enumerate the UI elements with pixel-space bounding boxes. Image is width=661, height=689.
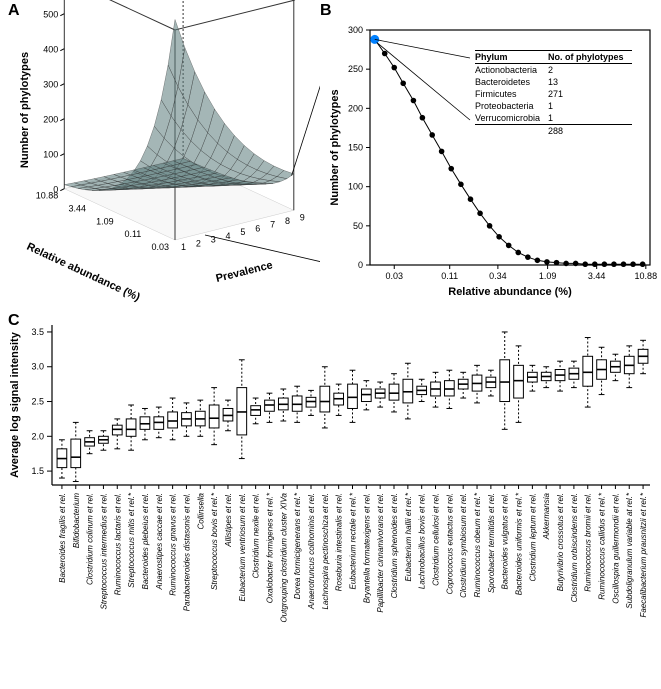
panel-c-chart: 1.5 2.0 2.5 3.0 3.5 Average log signal intens…: [0, 310, 661, 684]
svg-text:Outgrouping clostridium cluste: Outgrouping clostridium cluster XIVa: [279, 492, 288, 622]
svg-text:Clostridium nexile et rel.: Clostridium nexile et rel.: [252, 493, 261, 578]
svg-text:Clostridium symbiosum et rel.: Clostridium symbiosum et rel.: [459, 493, 468, 598]
svg-text:3.0: 3.0: [31, 362, 44, 372]
svg-text:0.11: 0.11: [441, 271, 458, 281]
svg-text:2.0: 2.0: [31, 431, 44, 441]
svg-text:Clostridium colinum et rel.: Clostridium colinum et rel.: [86, 493, 95, 585]
svg-text:Oxalobacter formigenes et rel.: Oxalobacter formigenes et rel.*: [265, 492, 274, 603]
svg-text:150: 150: [348, 143, 363, 153]
panel-a-chart: 01002003004005006000.030.111.093.4410.88…: [0, 0, 320, 310]
panel-c-label: C: [8, 312, 20, 330]
svg-text:200: 200: [43, 115, 58, 125]
svg-text:Parabacteroides distasonis et: Parabacteroides distasonis et rel.: [182, 493, 191, 611]
svg-text:Streptococcus bovis et rel.*: Streptococcus bovis et rel.*: [210, 492, 219, 590]
svg-text:300: 300: [43, 80, 58, 90]
svg-text:Relative abundance (%): Relative abundance (%): [448, 286, 572, 298]
panel-a-label: A: [8, 2, 20, 20]
svg-text:100: 100: [43, 150, 58, 160]
svg-text:Ruminococcus bromii et rel.: Ruminococcus bromii et rel.: [584, 493, 593, 592]
svg-text:6: 6: [255, 223, 260, 233]
svg-text:7: 7: [270, 220, 275, 230]
svg-text:8: 8: [285, 216, 290, 226]
svg-text:5: 5: [240, 227, 245, 237]
svg-text:Roseburia intestinalis et rel.: Roseburia intestinalis et rel.: [335, 493, 344, 591]
svg-text:3.44: 3.44: [68, 204, 86, 214]
svg-text:Prevalence: Prevalence: [215, 259, 274, 285]
svg-text:250: 250: [348, 64, 363, 74]
svg-text:2.5: 2.5: [31, 397, 44, 407]
svg-text:Eubacterium hallii et rel.*: Eubacterium hallii et rel.*: [404, 492, 413, 581]
svg-text:3: 3: [211, 235, 216, 245]
svg-text:Butyrivibrio crossotus et rel.: Butyrivibrio crossotus et rel.: [556, 493, 565, 591]
svg-text:Number of phylotypes: Number of phylotypes: [19, 52, 31, 168]
svg-text:Sporobacter termitidis et rel.: Sporobacter termitidis et rel.: [487, 493, 496, 593]
svg-text:Akkermansia: Akkermansia: [542, 492, 551, 540]
svg-text:Coprococcus eutactus et rel.: Coprococcus eutactus et rel.: [445, 493, 454, 594]
svg-text:3.5: 3.5: [31, 327, 44, 337]
svg-text:Eubacterium rectale et rel.*: Eubacterium rectale et rel.*: [349, 492, 358, 589]
svg-text:Bacteroides uniformis et rel.*: Bacteroides uniformis et rel.*: [515, 492, 524, 595]
panel-b-chart: 0.03 0.11 0.34 1.09 3.44 10.88 0 50 100 150 200 250…: [320, 0, 661, 310]
svg-text:Bifidobacterium: Bifidobacterium: [72, 493, 81, 548]
svg-text:Subdoligranulum variable at re: Subdoligranulum variable at rel.*: [625, 492, 634, 609]
svg-text:200: 200: [348, 103, 363, 113]
svg-text:100: 100: [348, 182, 363, 192]
svg-text:Anaerotruncus colihominis et r: Anaerotruncus colihominis et rel.: [307, 493, 316, 610]
svg-text:10.88: 10.88: [36, 191, 59, 201]
svg-text:Relative abundance (%): Relative abundance (%): [25, 241, 142, 304]
panel-c: C 1.5 2.0 2.5 3.0 3.5 Average log signal inte…: [0, 310, 661, 684]
svg-text:Eubacterium ventriosum et rel.: Eubacterium ventriosum et rel.: [238, 493, 247, 602]
svg-text:Bacteroides plebeius et rel.: Bacteroides plebeius et rel.: [141, 493, 150, 590]
panel-b: B 0.03 0.11 0.34 1.09 3.44 10.88 0 50 100 150 200 2…: [320, 0, 661, 310]
panel-b-table: PhylumNo. of phylotypesActionobacteria2B…: [475, 50, 632, 137]
svg-text:1.09: 1.09: [539, 271, 557, 281]
svg-text:Ruminococcus obeum et rel.*: Ruminococcus obeum et rel.*: [473, 492, 482, 597]
svg-text:Bryantella formatexigens et re: Bryantella formatexigens et rel.: [362, 493, 371, 603]
svg-text:Bacteroides fragilis et rel.: Bacteroides fragilis et rel.: [58, 493, 67, 583]
svg-text:0.03: 0.03: [151, 242, 169, 252]
svg-text:Average log signal intensity: Average log signal intensity: [9, 331, 21, 478]
svg-text:1: 1: [181, 242, 186, 252]
svg-text:2: 2: [196, 238, 201, 248]
svg-text:0.11: 0.11: [124, 229, 141, 239]
svg-text:Number of phylotypes: Number of phylotypes: [329, 89, 341, 205]
svg-text:Lachnospira pectinoschiza et r: Lachnospira pectinoschiza et rel.: [321, 493, 330, 610]
svg-text:Streptococcus mitis et rel.*: Streptococcus mitis et rel.*: [127, 492, 136, 588]
svg-text:400: 400: [43, 45, 58, 55]
svg-text:50: 50: [353, 221, 363, 231]
svg-text:Ruminococcus callidus et rel.*: Ruminococcus callidus et rel.*: [598, 492, 607, 600]
svg-text:0: 0: [358, 260, 363, 270]
svg-text:Ruminococcus gnavus et rel.: Ruminococcus gnavus et rel.: [169, 493, 178, 596]
svg-text:Papillibacter cinnamivorans et: Papillibacter cinnamivorans et rel.: [376, 493, 385, 613]
svg-text:Collinsella: Collinsella: [196, 492, 205, 529]
svg-text:Bacteroides vulgatus et rel.: Bacteroides vulgatus et rel.: [501, 493, 510, 590]
svg-text:Ruminococcus lactaris et rel.: Ruminococcus lactaris et rel.: [113, 493, 122, 595]
svg-text:Faecalibacterium prausnitzii e: Faecalibacterium prausnitzii et rel.*: [639, 492, 648, 617]
svg-text:4: 4: [226, 231, 231, 241]
svg-text:Clostridium orbiscindens et re: Clostridium orbiscindens et rel.: [570, 493, 579, 602]
svg-text:Lachnobacillus bovis et rel.: Lachnobacillus bovis et rel.: [418, 493, 427, 589]
svg-text:Clostridium sphenoides et rel.: Clostridium sphenoides et rel.: [390, 493, 399, 598]
svg-text:Clostridium cellulosi et rel.: Clostridium cellulosi et rel.: [432, 493, 441, 586]
svg-text:3.44: 3.44: [588, 271, 606, 281]
svg-text:Allistipes et rel.: Allistipes et rel.: [224, 493, 233, 548]
panel-b-label: B: [320, 2, 332, 20]
svg-text:300: 300: [348, 25, 363, 35]
svg-text:Streptococcus intermedius et r: Streptococcus intermedius et rel.: [99, 493, 108, 610]
svg-text:Oscillospira guillermondii et: Oscillospira guillermondii et rel.: [611, 493, 620, 604]
svg-text:500: 500: [43, 10, 58, 20]
panel-a: A 01002003004005006000.030.111.093.4410.…: [0, 0, 320, 310]
svg-text:Anaerostipes caccae et rel.: Anaerostipes caccae et rel.: [155, 493, 164, 591]
svg-text:Dorea formicigenerans et rel.*: Dorea formicigenerans et rel.*: [293, 492, 302, 599]
svg-text:0.34: 0.34: [489, 271, 507, 281]
svg-text:10.88: 10.88: [635, 271, 658, 281]
svg-text:0.03: 0.03: [385, 271, 403, 281]
svg-text:Clostridium leptum et rel.: Clostridium leptum et rel.: [528, 493, 537, 581]
svg-text:9: 9: [300, 212, 305, 222]
svg-text:1.5: 1.5: [31, 466, 44, 476]
svg-text:1.09: 1.09: [96, 216, 114, 226]
